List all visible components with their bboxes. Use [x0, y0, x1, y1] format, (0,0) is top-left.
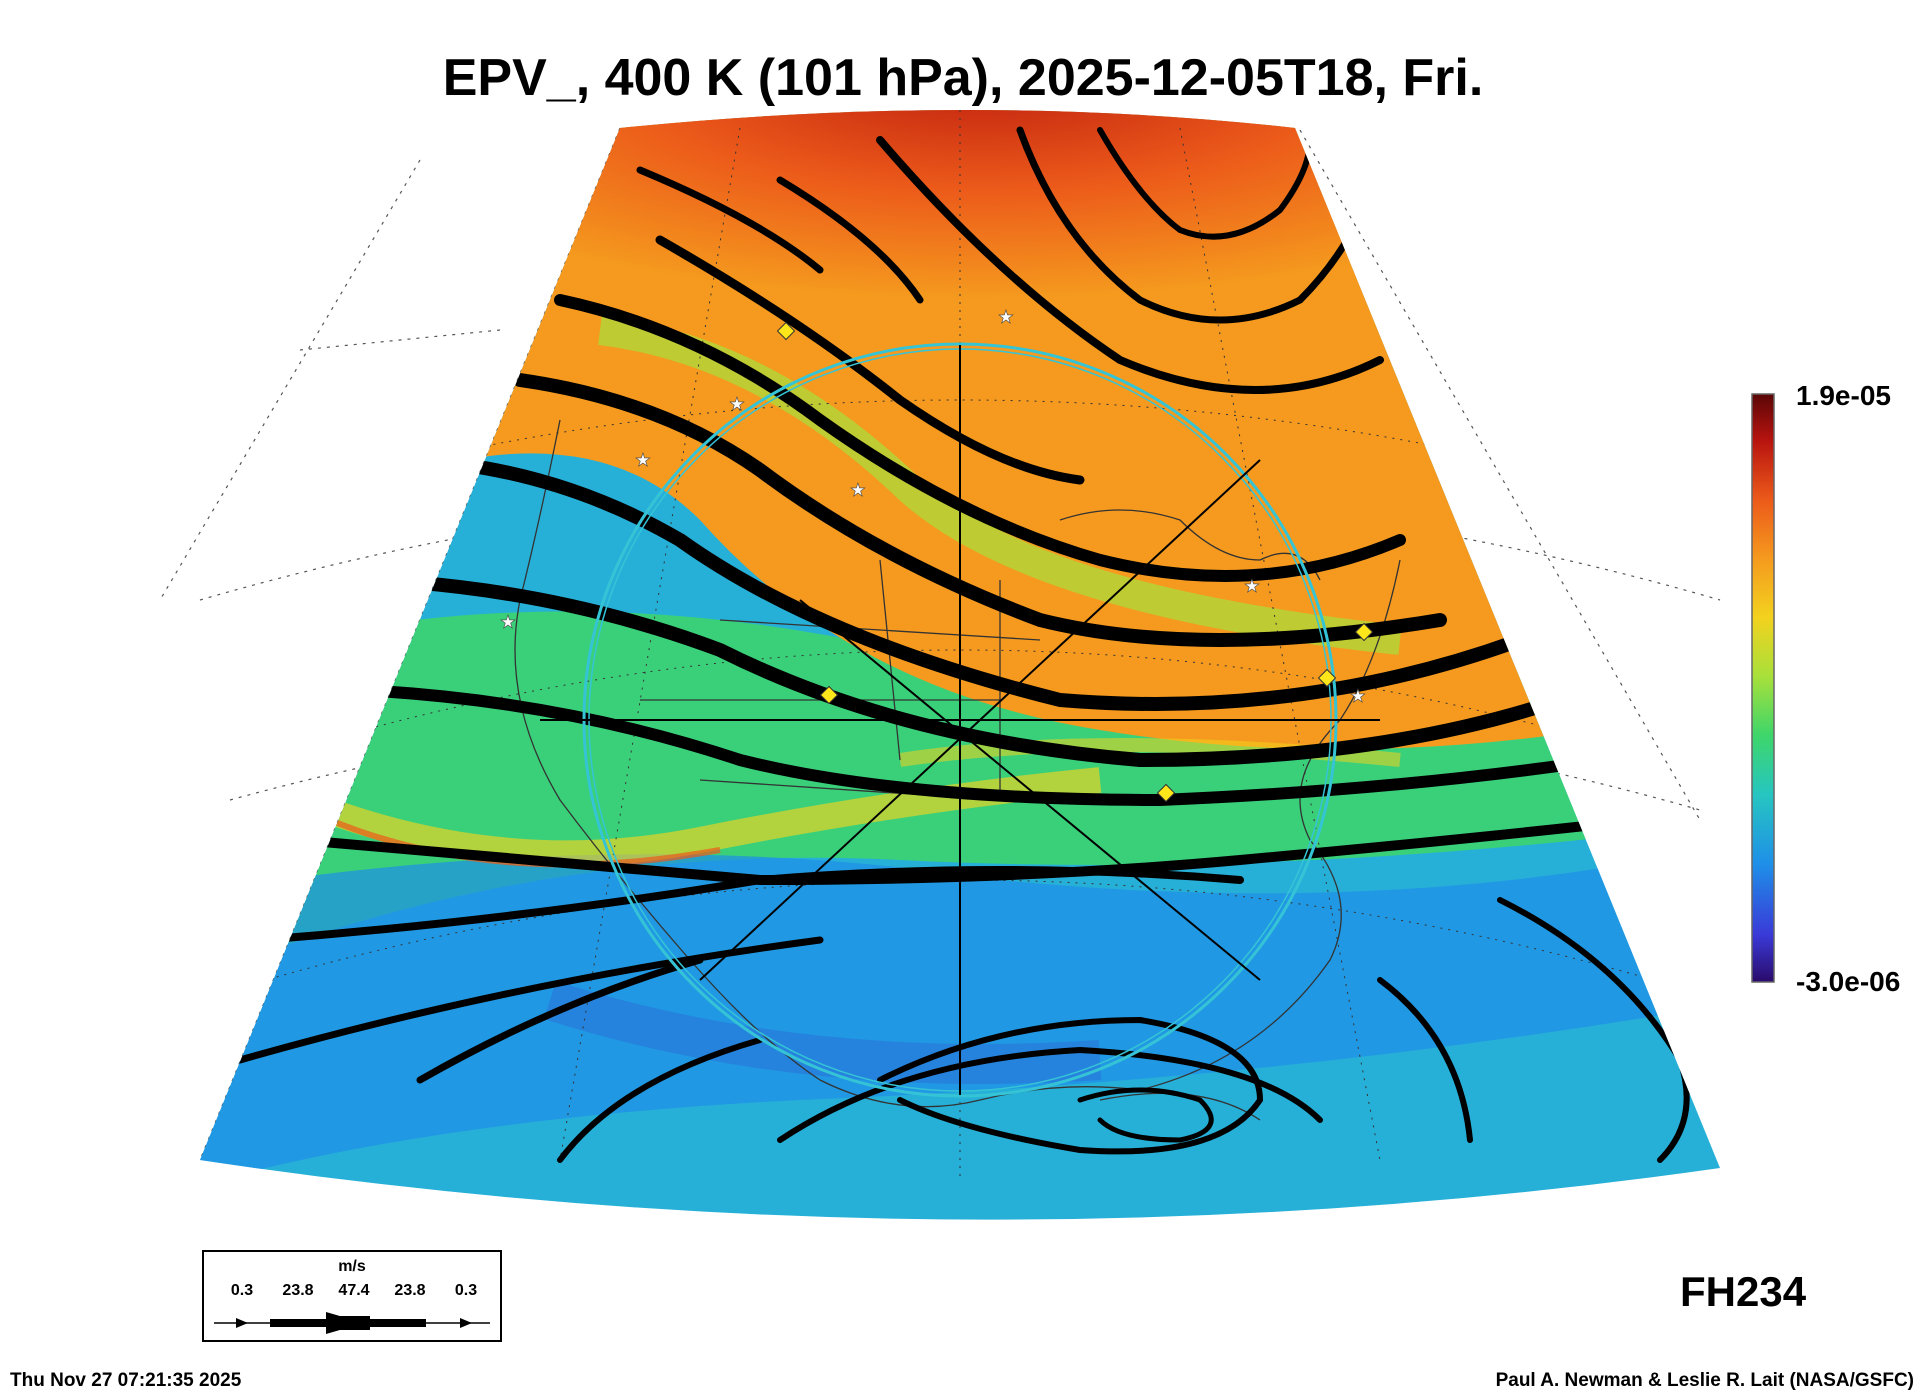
forecast-hour: FH234 — [1680, 1268, 1807, 1315]
legend-value: 0.3 — [230, 1282, 254, 1299]
legend-value: 23.8 — [282, 1282, 314, 1299]
footer-timestamp: Thu Nov 27 07:21:35 2025 — [10, 1370, 242, 1391]
wind-streamlines — [236, 126, 1690, 1163]
legend-value: 23.8 — [394, 1282, 426, 1299]
epv-field: ★ ★ ★ ★ ★ ★ ★ ★ — [200, 110, 1720, 1220]
legend-value: 0.3 — [454, 1282, 478, 1299]
svg-text:★: ★ — [850, 480, 866, 500]
legend-unit: m/s — [338, 1258, 366, 1275]
wind-legend: m/s 0.3 23.8 47.4 23.8 0.3 — [202, 1250, 502, 1342]
svg-text:★: ★ — [635, 450, 651, 470]
footer-credit: Paul A. Newman & Leslie R. Lait (NASA/GS… — [1495, 1370, 1914, 1391]
svg-text:★: ★ — [729, 394, 745, 414]
svg-text:★: ★ — [1244, 576, 1260, 596]
legend-value: 47.4 — [338, 1282, 370, 1299]
colorbar-max-label: 1.9e-05 — [1796, 380, 1891, 411]
colorbar — [1751, 393, 1775, 983]
colorbar-min-label: -3.0e-06 — [1796, 966, 1901, 997]
map-title: EPV_, 400 K (101 hPa), 2025-12-05T18, Fr… — [442, 49, 1484, 107]
svg-text:★: ★ — [500, 612, 516, 632]
svg-text:★: ★ — [1350, 686, 1366, 706]
svg-text:★: ★ — [998, 307, 1014, 327]
legend-arrow — [214, 1312, 490, 1334]
crosshair — [540, 345, 1380, 1095]
svg-text:★: ★ — [1468, 525, 1484, 545]
